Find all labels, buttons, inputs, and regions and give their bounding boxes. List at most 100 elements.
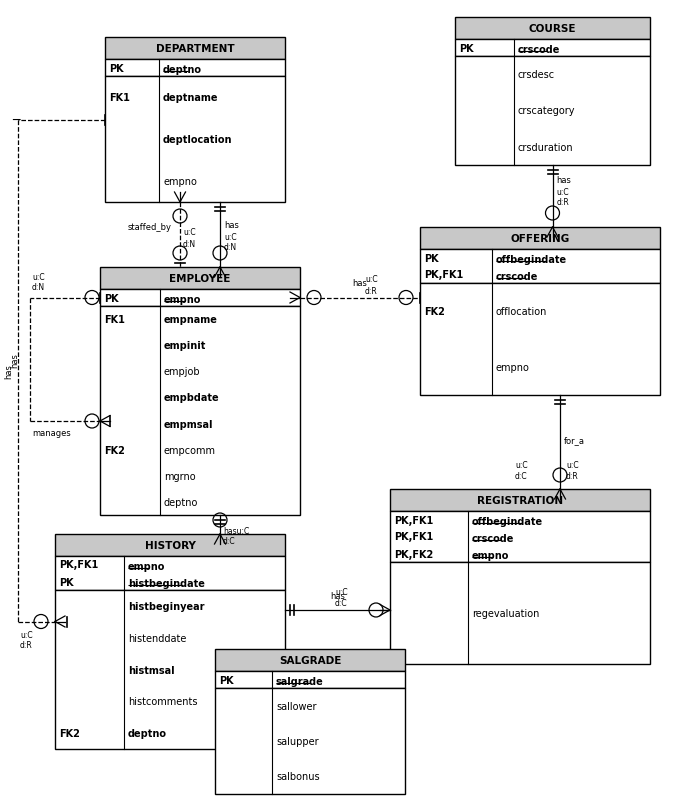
Bar	[55, 590, 285, 749]
Text: u:C: u:C	[365, 275, 377, 284]
Text: crscategory: crscategory	[518, 107, 575, 116]
Text: d:C: d:C	[223, 537, 235, 545]
Text: histbegindate: histbegindate	[128, 578, 205, 588]
Text: empno: empno	[128, 561, 166, 571]
Text: has: has	[557, 176, 571, 184]
Text: crscode: crscode	[472, 533, 514, 543]
Text: ─: ─	[12, 114, 19, 127]
Text: has: has	[330, 591, 345, 600]
Text: crsdesc: crsdesc	[518, 70, 555, 80]
Text: manages: manages	[32, 428, 71, 437]
Text: staffed_by: staffed_by	[128, 222, 172, 231]
Bar	[215, 649, 405, 671]
Text: empcomm: empcomm	[164, 445, 216, 455]
Text: empjob: empjob	[164, 367, 201, 377]
Text: FK2: FK2	[104, 445, 125, 455]
Text: u:C: u:C	[557, 188, 569, 196]
Text: PK,FK1: PK,FK1	[59, 560, 98, 569]
Bar	[215, 688, 405, 794]
Text: has: has	[224, 221, 239, 229]
Text: d:R: d:R	[557, 198, 569, 207]
Text: deptlocation: deptlocation	[163, 135, 233, 145]
Text: PK: PK	[59, 577, 74, 587]
Text: empno: empno	[163, 176, 197, 187]
Text: u:C: u:C	[224, 233, 237, 241]
Text: salgrade: salgrade	[276, 676, 324, 687]
Text: FK1: FK1	[104, 314, 125, 325]
Text: has: has	[353, 279, 368, 288]
Bar	[455, 57, 650, 166]
Bar	[390, 562, 650, 664]
Text: SALGRADE: SALGRADE	[279, 655, 341, 665]
Text: FK2: FK2	[59, 728, 80, 738]
Text: empname: empname	[164, 314, 218, 325]
Text: empinit: empinit	[164, 341, 206, 350]
Text: empbdate: empbdate	[164, 393, 219, 403]
Text: EMPLOYEE: EMPLOYEE	[169, 273, 230, 284]
Text: histenddate: histenddate	[128, 633, 186, 643]
Text: histbeginyear: histbeginyear	[128, 602, 204, 611]
Bar	[100, 268, 300, 290]
Text: u:C: u:C	[183, 228, 196, 237]
Text: PK: PK	[424, 253, 439, 263]
Text: PK: PK	[109, 63, 124, 74]
Text: d:C: d:C	[515, 472, 528, 480]
Text: crsduration: crsduration	[518, 143, 573, 152]
Text: d:N: d:N	[183, 240, 196, 249]
Text: d:R: d:R	[566, 472, 579, 480]
Text: PK,FK1: PK,FK1	[394, 532, 433, 542]
Bar	[390, 489, 650, 512]
Text: offbegindate: offbegindate	[496, 255, 567, 265]
Text: deptno: deptno	[164, 497, 199, 508]
Text: offbegindate: offbegindate	[472, 516, 543, 526]
Text: deptno: deptno	[128, 728, 167, 738]
Bar	[105, 38, 285, 60]
Text: sallower: sallower	[276, 701, 317, 711]
Text: REGISTRATION: REGISTRATION	[477, 496, 563, 505]
Bar	[390, 512, 650, 562]
Text: d:N: d:N	[32, 283, 45, 292]
Text: FK1: FK1	[109, 93, 130, 103]
Text: has: has	[10, 352, 19, 367]
Bar	[55, 534, 285, 557]
Bar	[420, 284, 660, 395]
Bar	[100, 306, 300, 516]
Text: PK,FK2: PK,FK2	[394, 549, 433, 559]
Text: COURSE: COURSE	[529, 24, 576, 34]
Text: has: has	[4, 363, 13, 379]
Text: u:C: u:C	[335, 587, 348, 596]
Text: PK: PK	[104, 294, 119, 303]
Bar	[105, 77, 285, 203]
Text: hasu:C: hasu:C	[223, 526, 249, 535]
Text: deptno: deptno	[163, 65, 202, 75]
Text: d:N: d:N	[224, 242, 237, 251]
Text: regevaluation: regevaluation	[472, 608, 540, 618]
Bar	[455, 40, 650, 57]
Text: OFFERING: OFFERING	[511, 233, 570, 244]
Text: PK: PK	[459, 43, 473, 54]
Text: u:C: u:C	[20, 630, 32, 640]
Bar	[55, 557, 285, 590]
Text: crscode: crscode	[518, 45, 560, 55]
Bar	[455, 18, 650, 40]
Text: d:C: d:C	[335, 598, 348, 607]
Text: for_a: for_a	[564, 435, 585, 444]
Text: PK,FK1: PK,FK1	[424, 270, 463, 280]
Text: offlocation: offlocation	[496, 306, 547, 317]
Text: histcomments: histcomments	[128, 696, 197, 707]
Text: DEPARTMENT: DEPARTMENT	[156, 44, 235, 54]
Text: u:C: u:C	[32, 273, 45, 282]
Bar	[215, 671, 405, 688]
Bar	[105, 60, 285, 77]
Text: empno: empno	[164, 294, 201, 305]
Text: d:R: d:R	[20, 641, 32, 650]
Text: deptname: deptname	[163, 93, 219, 103]
Text: HISTORY: HISTORY	[145, 541, 195, 550]
Text: empno: empno	[472, 550, 509, 561]
Text: FK2: FK2	[424, 306, 445, 317]
Text: PK,FK1: PK,FK1	[394, 515, 433, 525]
Text: mgrno: mgrno	[164, 472, 196, 481]
Text: salbonus: salbonus	[276, 772, 319, 781]
Text: PK: PK	[219, 674, 234, 685]
Text: u:C: u:C	[566, 460, 579, 469]
